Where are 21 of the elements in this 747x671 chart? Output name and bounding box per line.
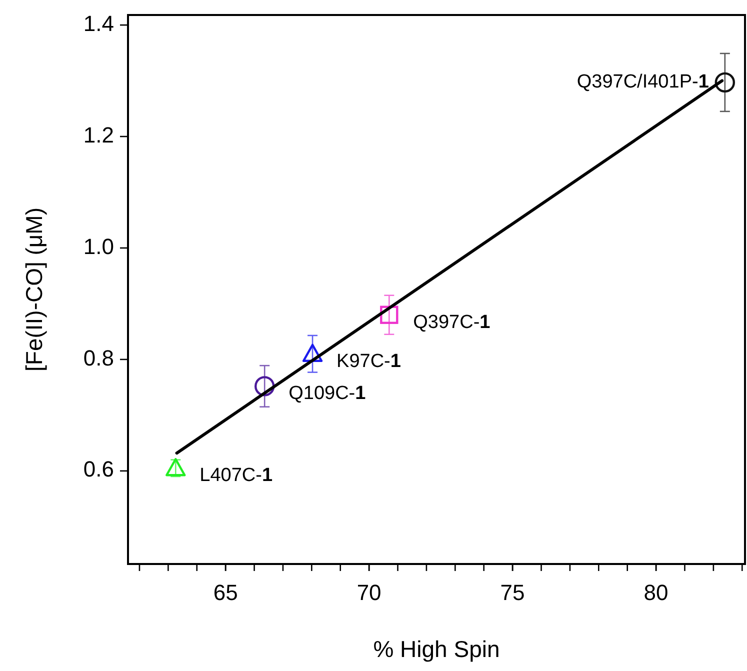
point [714, 72, 736, 93]
y-tick-label: 1.4 [83, 10, 114, 36]
point [380, 306, 398, 324]
x-tick-label: 65 [213, 580, 238, 605]
x-axis-title: % High Spin [373, 636, 500, 662]
series-label: L407C-1 [200, 465, 273, 486]
x-tick-label: 75 [500, 580, 525, 605]
series-label: Q397C/I401P-1 [576, 71, 710, 92]
series-label: Q109C-1 [288, 383, 366, 404]
y-axis-title: [Fe(II)-CO] (μM) [21, 208, 47, 372]
y-tick-label: 0.6 [83, 456, 114, 482]
point [302, 344, 323, 362]
series-label: K97C-1 [336, 350, 402, 372]
point [166, 458, 186, 476]
y-tick-label: 1.0 [83, 234, 114, 259]
point [254, 376, 275, 396]
x-tick-label: 80 [644, 580, 668, 605]
y-tick-label: 0.8 [83, 345, 114, 370]
y-tick-label: 1.2 [83, 122, 114, 148]
x-tick-label: 70 [356, 580, 382, 605]
series-label: Q397C-1 [413, 312, 491, 333]
